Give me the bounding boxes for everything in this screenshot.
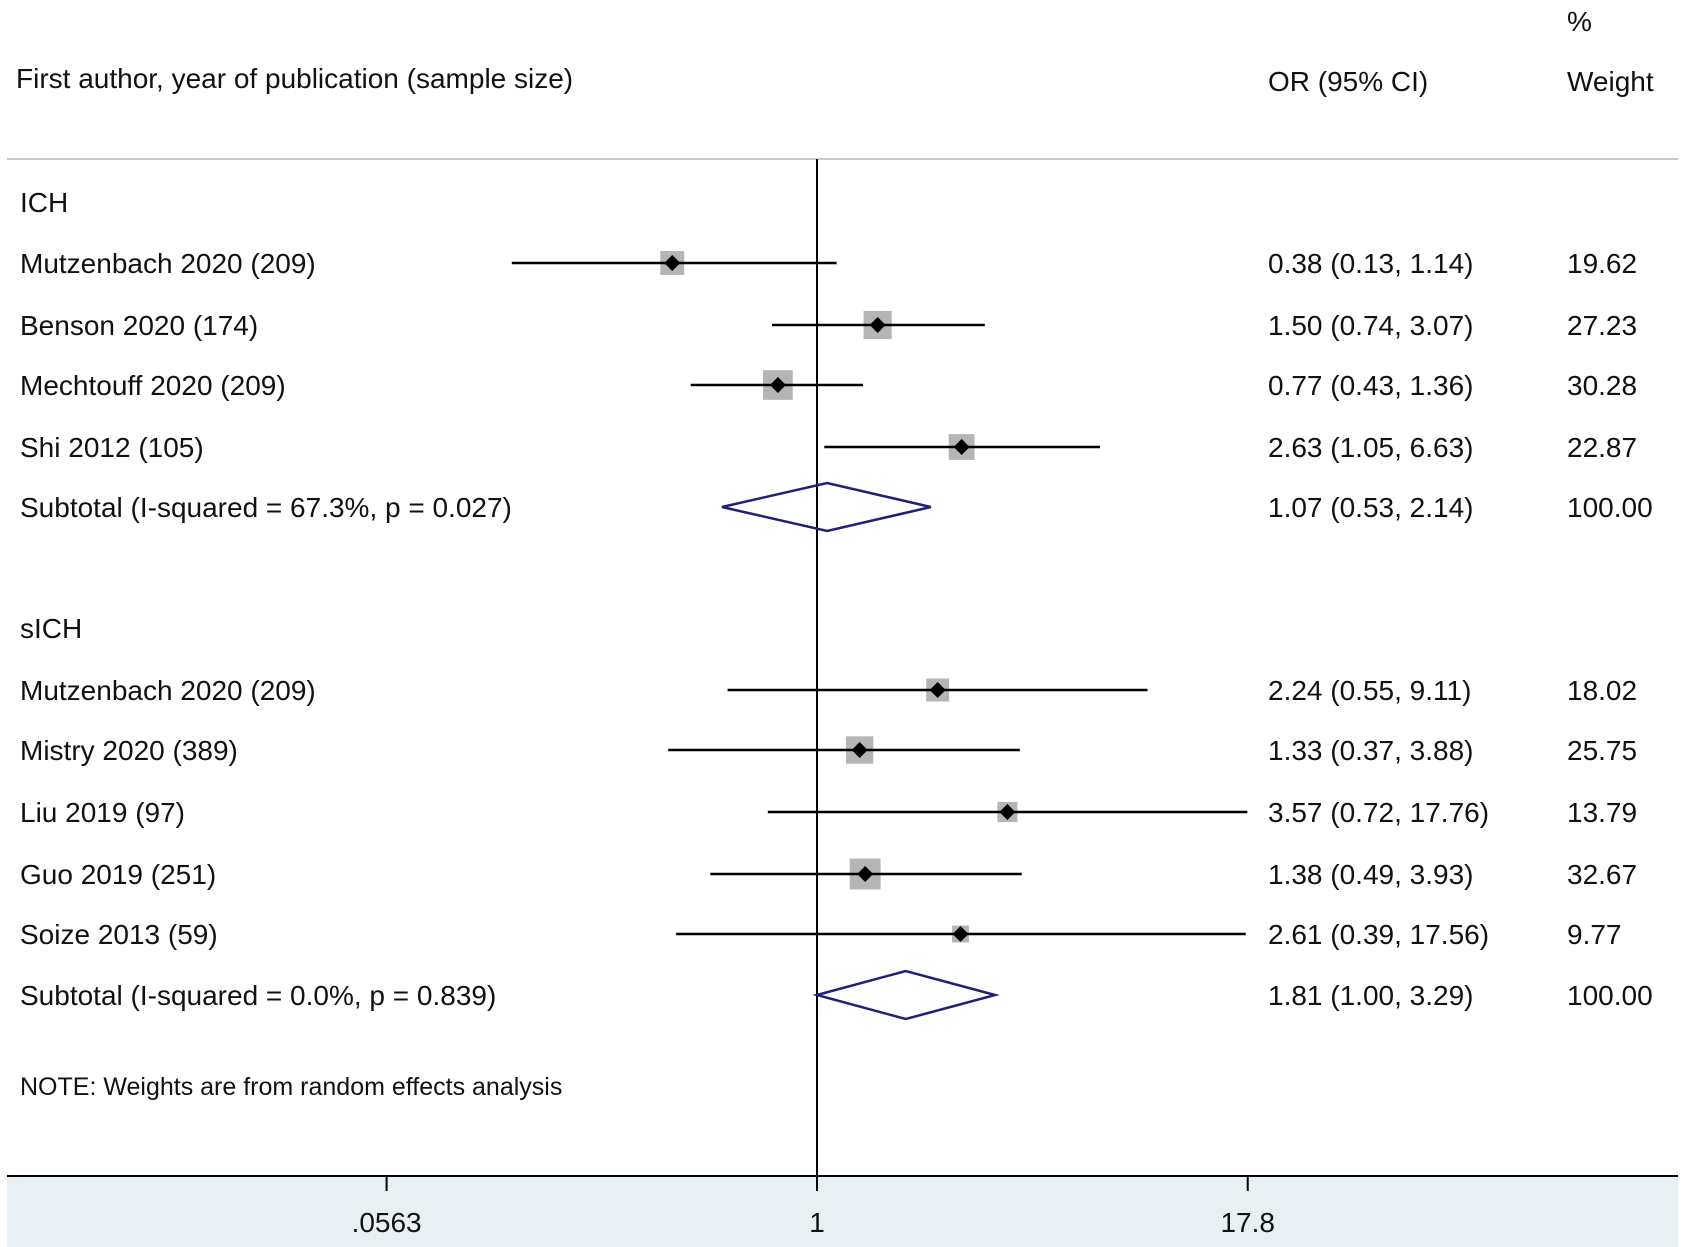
subtotal-or-ci: 1.07 (0.53, 2.14) bbox=[1268, 492, 1473, 523]
study-label: Mutzenbach 2020 (209) bbox=[20, 675, 316, 706]
study-label: Mutzenbach 2020 (209) bbox=[20, 248, 316, 279]
study-or-ci: 1.33 (0.37, 3.88) bbox=[1268, 735, 1473, 766]
weight-column-header-percent: % bbox=[1567, 6, 1592, 37]
point-estimate bbox=[769, 377, 786, 393]
point-estimate bbox=[929, 682, 946, 698]
study-or-ci: 2.24 (0.55, 9.11) bbox=[1268, 675, 1471, 706]
study-weight: 22.87 bbox=[1567, 432, 1637, 463]
forest-rows: ICH Mutzenbach 2020 (209) 0.38 (0.13, 1.14… bbox=[20, 187, 1653, 1021]
study-weight: 18.02 bbox=[1567, 675, 1637, 706]
point-estimate bbox=[851, 742, 868, 758]
weights-note: NOTE: Weights are from random effects an… bbox=[20, 1073, 562, 1101]
x-tick-label: .0563 bbox=[352, 1207, 422, 1238]
or-column-header: OR (95% CI) bbox=[1268, 66, 1428, 97]
study-weight: 32.67 bbox=[1567, 859, 1637, 890]
point-estimate bbox=[953, 439, 970, 455]
study-label: Shi 2012 (105) bbox=[20, 432, 204, 463]
x-tick-label: 17.8 bbox=[1220, 1207, 1275, 1238]
point-estimate bbox=[857, 866, 874, 882]
subtotal-weight: 100.00 bbox=[1567, 492, 1653, 523]
group-label: sICH bbox=[20, 613, 82, 644]
x-tick-label: 1 bbox=[809, 1207, 825, 1238]
study-label: Guo 2019 (251) bbox=[20, 859, 216, 890]
group-label: ICH bbox=[20, 187, 68, 218]
point-estimate bbox=[952, 926, 969, 942]
study-or-ci: 2.63 (1.05, 6.63) bbox=[1268, 432, 1473, 463]
study-column-header: First author, year of publication (sampl… bbox=[16, 63, 573, 94]
subtotal-label: Subtotal (I-squared = 67.3%, p = 0.027) bbox=[20, 492, 512, 523]
study-label: Liu 2019 (97) bbox=[20, 797, 185, 828]
study-or-ci: 0.38 (0.13, 1.14) bbox=[1268, 248, 1473, 279]
study-label: Soize 2013 (59) bbox=[20, 919, 218, 950]
axis-band bbox=[7, 1176, 1678, 1247]
point-estimate bbox=[999, 804, 1016, 820]
subtotal-or-ci: 1.81 (1.00, 3.29) bbox=[1268, 980, 1473, 1011]
study-or-ci: 0.77 (0.43, 1.36) bbox=[1268, 370, 1473, 401]
study-or-ci: 1.50 (0.74, 3.07) bbox=[1268, 310, 1473, 341]
study-weight: 30.28 bbox=[1567, 370, 1637, 401]
study-label: Mistry 2020 (389) bbox=[20, 735, 238, 766]
study-or-ci: 3.57 (0.72, 17.76) bbox=[1268, 797, 1489, 828]
study-weight: 19.62 bbox=[1567, 248, 1637, 279]
subtotal-label: Subtotal (I-squared = 0.0%, p = 0.839) bbox=[20, 980, 496, 1011]
study-or-ci: 1.38 (0.49, 3.93) bbox=[1268, 859, 1473, 890]
study-or-ci: 2.61 (0.39, 17.56) bbox=[1268, 919, 1489, 950]
study-label: Benson 2020 (174) bbox=[20, 310, 258, 341]
study-weight: 13.79 bbox=[1567, 797, 1637, 828]
weight-column-header: Weight bbox=[1567, 66, 1654, 97]
study-label: Mechtouff 2020 (209) bbox=[20, 370, 286, 401]
x-axis-ticks: .0563 1 17.8 bbox=[352, 1176, 1275, 1238]
pooled-diamond bbox=[812, 969, 1000, 1021]
pooled-diamond bbox=[721, 481, 932, 533]
point-estimate bbox=[869, 317, 886, 333]
subtotal-weight: 100.00 bbox=[1567, 980, 1653, 1011]
study-weight: 9.77 bbox=[1567, 919, 1622, 950]
point-estimate bbox=[664, 255, 681, 271]
study-weight: 25.75 bbox=[1567, 735, 1637, 766]
study-weight: 27.23 bbox=[1567, 310, 1637, 341]
